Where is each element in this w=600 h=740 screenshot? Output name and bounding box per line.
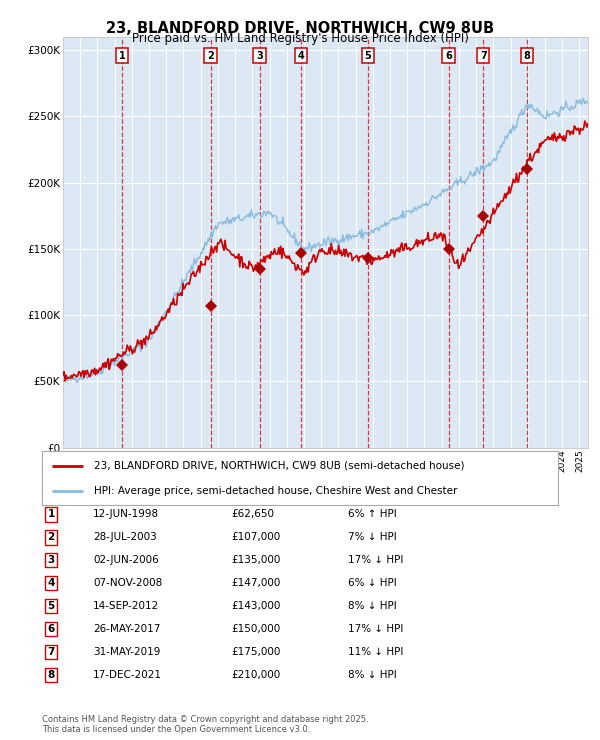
Text: 6% ↓ HPI: 6% ↓ HPI	[348, 578, 397, 588]
Text: 6: 6	[47, 624, 55, 634]
Text: £143,000: £143,000	[231, 601, 280, 611]
Text: 5: 5	[364, 50, 371, 61]
Text: 4: 4	[298, 50, 305, 61]
Text: 31-MAY-2019: 31-MAY-2019	[93, 647, 160, 657]
Text: £107,000: £107,000	[231, 532, 280, 542]
Text: 17-DEC-2021: 17-DEC-2021	[93, 670, 162, 680]
Text: 23, BLANDFORD DRIVE, NORTHWICH, CW9 8UB (semi-detached house): 23, BLANDFORD DRIVE, NORTHWICH, CW9 8UB …	[94, 461, 464, 471]
Text: 2: 2	[207, 50, 214, 61]
Text: 28-JUL-2003: 28-JUL-2003	[93, 532, 157, 542]
Text: 11% ↓ HPI: 11% ↓ HPI	[348, 647, 403, 657]
Text: 4: 4	[47, 578, 55, 588]
Text: 7: 7	[47, 647, 55, 657]
Text: 07-NOV-2008: 07-NOV-2008	[93, 578, 162, 588]
Text: 8% ↓ HPI: 8% ↓ HPI	[348, 601, 397, 611]
Text: 1: 1	[47, 509, 55, 519]
Text: £175,000: £175,000	[231, 647, 280, 657]
Text: 2: 2	[47, 532, 55, 542]
Text: 8% ↓ HPI: 8% ↓ HPI	[348, 670, 397, 680]
Text: 7: 7	[480, 50, 487, 61]
Text: 6% ↑ HPI: 6% ↑ HPI	[348, 509, 397, 519]
Text: £135,000: £135,000	[231, 555, 280, 565]
Text: 8: 8	[47, 670, 55, 680]
Text: 12-JUN-1998: 12-JUN-1998	[93, 509, 159, 519]
Text: £62,650: £62,650	[231, 509, 274, 519]
Text: Contains HM Land Registry data © Crown copyright and database right 2025.
This d: Contains HM Land Registry data © Crown c…	[42, 715, 368, 734]
Text: £210,000: £210,000	[231, 670, 280, 680]
Text: 02-JUN-2006: 02-JUN-2006	[93, 555, 159, 565]
Text: 17% ↓ HPI: 17% ↓ HPI	[348, 624, 403, 634]
Text: 1: 1	[119, 50, 126, 61]
Text: HPI: Average price, semi-detached house, Cheshire West and Chester: HPI: Average price, semi-detached house,…	[94, 486, 457, 497]
Text: 5: 5	[47, 601, 55, 611]
Text: 7% ↓ HPI: 7% ↓ HPI	[348, 532, 397, 542]
Text: £150,000: £150,000	[231, 624, 280, 634]
Text: £147,000: £147,000	[231, 578, 280, 588]
Text: 26-MAY-2017: 26-MAY-2017	[93, 624, 160, 634]
Text: 3: 3	[47, 555, 55, 565]
Text: 8: 8	[524, 50, 530, 61]
Text: 17% ↓ HPI: 17% ↓ HPI	[348, 555, 403, 565]
Text: Price paid vs. HM Land Registry's House Price Index (HPI): Price paid vs. HM Land Registry's House …	[131, 32, 469, 45]
Text: 3: 3	[256, 50, 263, 61]
Text: 6: 6	[445, 50, 452, 61]
Text: 23, BLANDFORD DRIVE, NORTHWICH, CW9 8UB: 23, BLANDFORD DRIVE, NORTHWICH, CW9 8UB	[106, 21, 494, 36]
Text: 14-SEP-2012: 14-SEP-2012	[93, 601, 159, 611]
